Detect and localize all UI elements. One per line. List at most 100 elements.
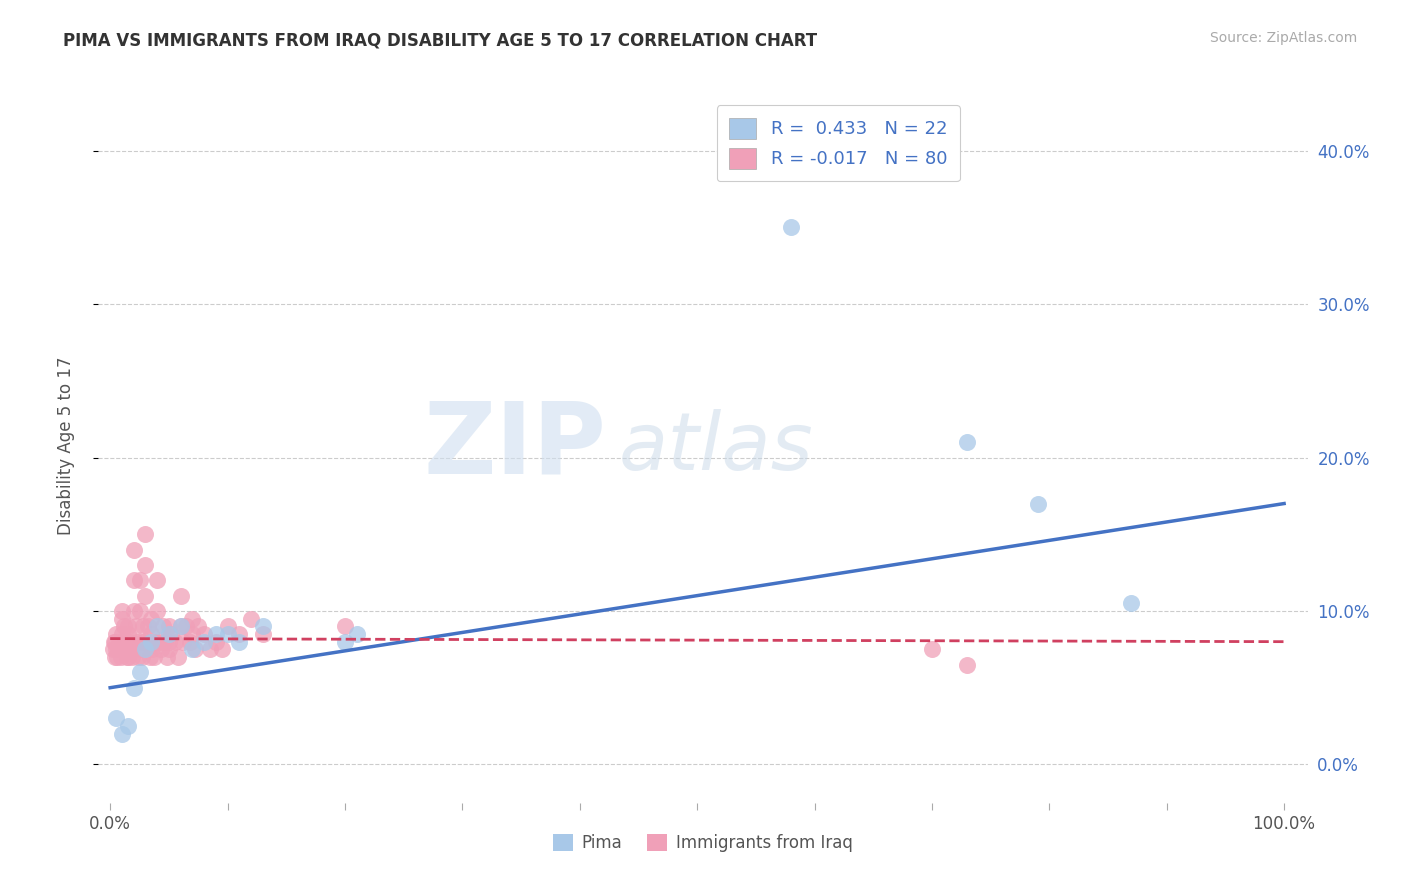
Point <box>346 627 368 641</box>
Point <box>117 650 139 665</box>
Point <box>252 627 274 641</box>
Point <box>111 612 134 626</box>
Point <box>138 634 160 648</box>
Point <box>157 619 180 633</box>
Point <box>117 627 139 641</box>
Point <box>129 642 152 657</box>
Point <box>149 642 172 657</box>
Point <box>132 619 155 633</box>
Point <box>153 634 176 648</box>
Point <box>187 619 209 633</box>
Point <box>107 642 129 657</box>
Point <box>157 627 180 641</box>
Point <box>134 527 156 541</box>
Point <box>204 634 226 648</box>
Point <box>122 574 145 588</box>
Point <box>211 642 233 657</box>
Point <box>128 604 150 618</box>
Point <box>141 642 163 657</box>
Point <box>176 619 198 633</box>
Point <box>131 650 153 665</box>
Point <box>228 627 250 641</box>
Point <box>122 604 145 618</box>
Point <box>333 634 356 648</box>
Point <box>780 220 803 235</box>
Point <box>1026 497 1049 511</box>
Point <box>120 634 142 648</box>
Point <box>148 634 170 648</box>
Y-axis label: Disability Age 5 to 17: Disability Age 5 to 17 <box>56 357 75 535</box>
Point <box>179 634 201 648</box>
Point <box>117 619 139 633</box>
Point <box>157 642 180 657</box>
Point <box>139 650 162 665</box>
Point <box>172 634 194 648</box>
Point <box>127 650 149 665</box>
Point <box>152 619 174 633</box>
Point <box>128 634 150 648</box>
Point <box>167 650 190 665</box>
Point <box>134 642 156 657</box>
Point <box>146 604 169 618</box>
Point <box>111 727 134 741</box>
Point <box>198 642 221 657</box>
Point <box>122 542 145 557</box>
Point <box>217 627 239 641</box>
Point <box>921 642 943 657</box>
Point <box>142 650 165 665</box>
Point <box>105 627 128 641</box>
Point <box>956 657 979 672</box>
Point <box>128 574 150 588</box>
Point <box>101 642 124 657</box>
Point <box>105 642 128 657</box>
Point <box>118 634 141 648</box>
Point <box>108 634 131 648</box>
Point <box>193 627 215 641</box>
Point <box>1121 596 1143 610</box>
Point <box>181 627 204 641</box>
Point <box>111 627 134 641</box>
Point <box>134 558 156 572</box>
Point <box>333 619 356 633</box>
Point <box>181 642 204 657</box>
Text: Source: ZipAtlas.com: Source: ZipAtlas.com <box>1209 31 1357 45</box>
Text: atlas: atlas <box>619 409 813 487</box>
Point <box>146 619 169 633</box>
Point <box>169 589 191 603</box>
Point <box>141 612 163 626</box>
Point <box>132 634 155 648</box>
Point <box>169 619 191 633</box>
Point <box>111 604 134 618</box>
Point <box>105 711 128 725</box>
Point <box>157 634 180 648</box>
Point <box>217 619 239 633</box>
Point <box>252 619 274 633</box>
Point <box>141 634 163 648</box>
Point <box>105 650 128 665</box>
Point <box>204 627 226 641</box>
Point <box>956 435 979 450</box>
Point <box>104 650 127 665</box>
Point <box>160 627 183 641</box>
Point <box>127 634 149 648</box>
Text: PIMA VS IMMIGRANTS FROM IRAQ DISABILITY AGE 5 TO 17 CORRELATION CHART: PIMA VS IMMIGRANTS FROM IRAQ DISABILITY … <box>63 31 817 49</box>
Point <box>155 650 177 665</box>
Point <box>104 634 127 648</box>
Point <box>183 642 205 657</box>
Point <box>128 665 150 680</box>
Point <box>121 650 143 665</box>
Point <box>228 634 250 648</box>
Point <box>134 589 156 603</box>
Point <box>103 634 125 648</box>
Legend: Pima, Immigrants from Iraq: Pima, Immigrants from Iraq <box>547 827 859 859</box>
Point <box>163 634 186 648</box>
Point <box>114 634 136 648</box>
Point <box>141 627 163 641</box>
Point <box>120 642 142 657</box>
Point <box>110 650 132 665</box>
Point <box>240 612 263 626</box>
Point <box>143 634 166 648</box>
Text: ZIP: ZIP <box>423 398 606 494</box>
Point <box>146 574 169 588</box>
Point <box>115 650 138 665</box>
